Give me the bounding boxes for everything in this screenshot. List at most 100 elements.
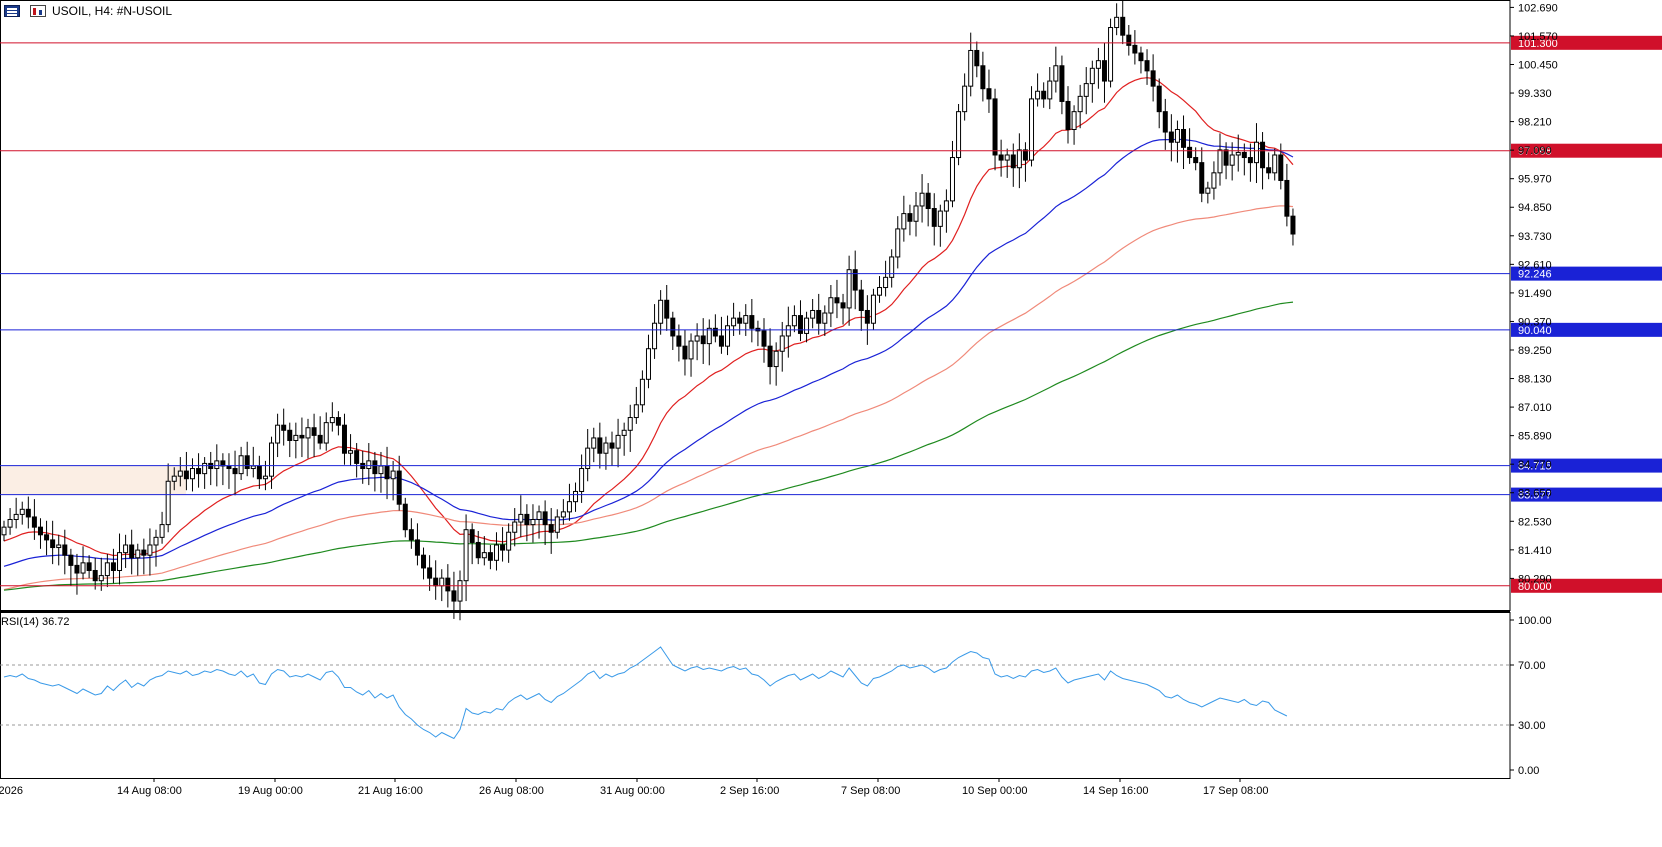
bull-candle[interactable] [262,475,268,480]
bear-candle[interactable] [445,577,451,592]
bear-candle[interactable] [767,345,773,368]
bull-candle[interactable] [895,228,901,258]
bull-candle[interactable] [1253,141,1259,164]
bear-candle[interactable] [1168,131,1174,143]
bear-candle[interactable] [311,427,317,436]
bull-candle[interactable] [1108,27,1114,82]
support-price-tag[interactable] [1511,487,1662,502]
bear-candle[interactable] [676,335,682,347]
bull-candle[interactable] [1089,67,1095,85]
bull-candle[interactable] [773,350,779,368]
bear-candle[interactable] [372,460,378,475]
bear-candle[interactable] [1010,154,1016,169]
bull-candle[interactable] [135,549,141,559]
bull-candle[interactable] [566,501,572,513]
bear-candle[interactable] [50,539,56,549]
bear-candle[interactable] [1241,151,1247,159]
bear-candle[interactable] [816,309,822,324]
bear-candle[interactable] [141,549,147,556]
bear-candle[interactable] [287,429,293,441]
bull-candle[interactable] [123,544,129,554]
bear-candle[interactable] [232,468,238,475]
bear-candle[interactable] [341,424,347,454]
bull-candle[interactable] [1,526,7,536]
bull-candle[interactable] [153,536,159,546]
bull-candle[interactable] [731,317,737,327]
bear-candle[interactable] [299,434,305,439]
bull-candle[interactable] [238,455,244,475]
bull-candle[interactable] [627,417,633,431]
bull-candle[interactable] [189,468,195,480]
bear-candle[interactable] [196,468,202,475]
bull-candle[interactable] [956,111,962,159]
bull-candle[interactable] [329,417,335,424]
bear-candle[interactable] [718,335,724,347]
bear-candle[interactable] [864,309,870,324]
bear-candle[interactable] [451,590,457,602]
bull-candle[interactable] [919,192,925,207]
bear-candle[interactable] [907,213,913,222]
bear-candle[interactable] [1022,149,1028,161]
bull-candle[interactable] [688,340,694,360]
bull-candle[interactable] [214,460,220,470]
bear-candle[interactable] [749,315,755,329]
bear-candle[interactable] [110,562,116,571]
bull-candle[interactable] [943,200,949,212]
bull-candle[interactable] [1211,172,1217,189]
bull-candle[interactable] [579,468,585,492]
bear-candle[interactable] [858,289,864,311]
resistance-price-tag[interactable] [1511,578,1662,593]
bear-candle[interactable] [609,442,615,449]
bull-candle[interactable] [518,513,524,523]
bull-candle[interactable] [293,434,299,441]
bull-candle[interactable] [1174,128,1180,143]
bull-candle[interactable] [554,516,560,533]
bear-candle[interactable] [1247,157,1253,164]
bear-candle[interactable] [1150,70,1156,87]
bear-candle[interactable] [1162,111,1168,133]
bull-candle[interactable] [639,378,645,406]
bull-candle[interactable] [1029,98,1035,161]
bear-candle[interactable] [354,450,360,464]
bull-candle[interactable] [439,577,445,587]
bull-candle[interactable] [810,309,816,319]
resistance-price-tag[interactable] [1511,35,1662,50]
bull-candle[interactable] [366,460,372,470]
bull-candle[interactable] [348,450,354,454]
bear-candle[interactable] [427,567,433,579]
bull-candle[interactable] [591,437,597,449]
bear-candle[interactable] [834,297,840,304]
bear-candle[interactable] [524,513,530,526]
bear-candle[interactable] [1156,85,1162,113]
bull-candle[interactable] [165,480,171,526]
bull-candle[interactable] [1071,111,1077,130]
bull-candle[interactable] [19,508,25,515]
bull-candle[interactable] [1077,95,1083,113]
bull-candle[interactable] [1229,154,1235,166]
bear-candle[interactable] [1041,90,1047,100]
bull-candle[interactable] [889,256,895,278]
bull-candle[interactable] [913,205,919,222]
bull-candle[interactable] [463,529,469,582]
bear-candle[interactable] [1193,157,1199,164]
bear-candle[interactable] [421,554,427,569]
bull-candle[interactable] [13,513,19,521]
bull-candle[interactable] [378,465,384,475]
candlesticks[interactable] [1,0,1296,621]
bear-candle[interactable] [542,511,548,526]
bull-candle[interactable] [937,210,943,227]
bear-candle[interactable] [664,299,670,319]
bear-candle[interactable] [1132,44,1138,54]
bull-candle[interactable] [530,519,536,526]
bear-candle[interactable] [86,562,92,571]
bull-candle[interactable] [846,269,852,309]
bull-candle[interactable] [1016,149,1022,169]
bull-candle[interactable] [585,447,591,470]
bear-candle[interactable] [992,98,998,156]
bull-candle[interactable] [1047,80,1053,100]
bull-candle[interactable] [877,287,883,296]
bull-candle[interactable] [104,562,110,577]
bear-candle[interactable] [74,564,80,574]
bear-candle[interactable] [129,544,135,559]
bull-candle[interactable] [493,544,499,561]
